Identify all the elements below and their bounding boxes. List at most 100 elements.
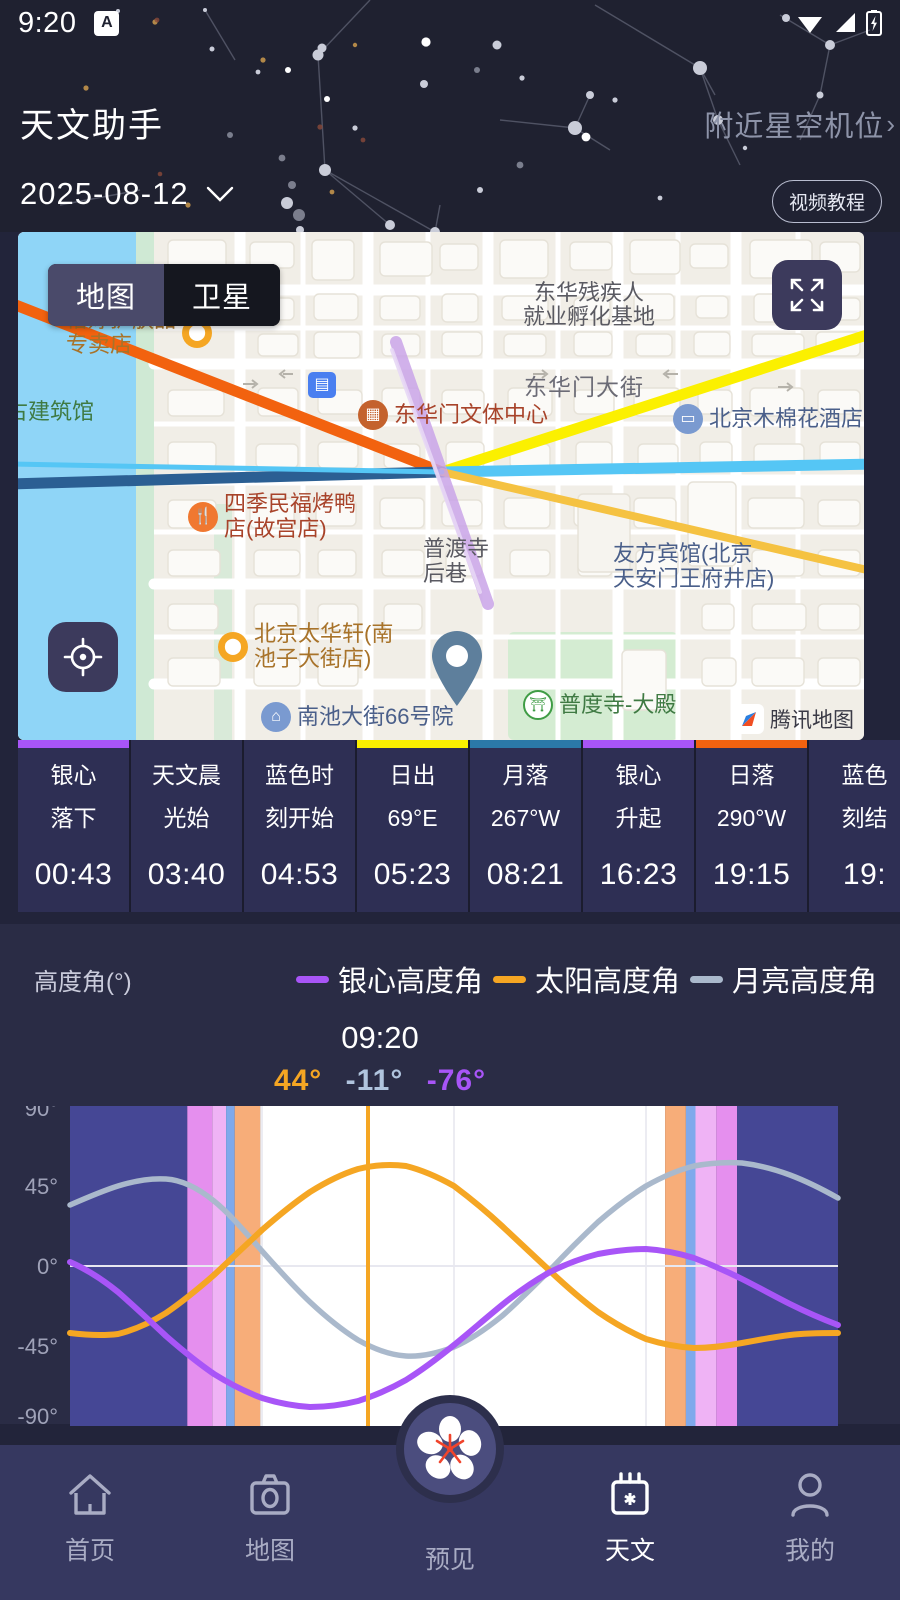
event-card-line2: 光始	[163, 805, 210, 831]
flower-icon	[417, 1416, 482, 1480]
legend-item-galactic: 银心高度角	[296, 958, 483, 1000]
bus-stop-icon: ▤	[308, 372, 336, 398]
nav-label-forecast: 预见	[424, 1546, 476, 1574]
nav-label-home: 首页	[64, 1537, 115, 1565]
event-card-color-bar	[131, 740, 242, 748]
poi-text: 普渡寺 后巷	[423, 536, 490, 586]
legend-swatch-galactic	[296, 975, 329, 983]
altitude-chart-plot[interactable]: 90° 45° 0° -45° -90°	[0, 1106, 900, 1426]
poi-label[interactable]: 友方宾馆(北京 天安门王府井店)	[613, 541, 775, 591]
event-card[interactable]: 日落 290°W 19:15	[696, 740, 809, 912]
poi-label[interactable]: 东华残疾人 就业孵化基地	[523, 256, 655, 330]
event-card[interactable]: 日出 69°E 05:23	[357, 740, 470, 912]
poi-label[interactable]: 古建筑馆	[18, 399, 94, 425]
event-card-time: 19:15	[712, 858, 791, 891]
nav-item-astronomy[interactable]: 天文	[540, 1445, 720, 1567]
poi-label[interactable]: ⛩ 普度寺-大殿	[523, 690, 676, 720]
location-pin	[432, 630, 482, 706]
map-view[interactable]: 怡婷护肤品 专卖店 ⬤ 古建筑馆 东华残疾人 就业孵化基地 东华门大街 ▦ 东华…	[18, 232, 864, 740]
event-card-line2: 267°W	[490, 805, 561, 831]
ytick-90: 90°	[25, 1106, 58, 1121]
poi-label[interactable]: 普渡寺 后巷	[423, 536, 490, 586]
event-card-line1: 日落	[728, 762, 775, 788]
chart-axis-title: 高度角(°)	[34, 969, 132, 996]
wifi-icon	[798, 17, 822, 33]
poi-text: 友方宾馆(北京 天安门王府井店)	[613, 541, 775, 591]
event-card-line1: 银心	[615, 762, 662, 788]
event-card-color-bar	[809, 740, 900, 748]
poi-label[interactable]: ⌂ 南池大街66号院	[261, 702, 453, 732]
video-tutorial-button[interactable]: 视频教程	[771, 180, 882, 223]
poi-label[interactable]: ⬤ 北京太华轩(南 池子大街店)	[218, 621, 393, 671]
cellular-signal-icon	[836, 13, 855, 32]
legend-label-sun: 太阳高度角	[535, 966, 681, 998]
event-card-time: 00:43	[34, 858, 113, 891]
battery-charging-icon	[866, 10, 882, 36]
status-bar-icons	[796, 10, 882, 36]
date-selector[interactable]: 2025-08-12	[20, 176, 235, 212]
poi-label[interactable]: ▭ 北京木棉花酒店	[673, 404, 863, 434]
hotel-icon: ▭	[673, 404, 703, 434]
event-card[interactable]: 蓝色时 刻开始 04:53	[244, 740, 357, 912]
poi-text: 普度寺-大殿	[559, 691, 677, 717]
event-card-line2: 升起	[615, 805, 662, 831]
nearby-spots-label: 附近星空机位	[704, 111, 885, 143]
nearby-spots-link[interactable]: 附近星空机位 ›	[704, 103, 896, 145]
map-attribution-label: 腾讯地图	[770, 709, 854, 732]
legend-swatch-moon	[690, 975, 724, 983]
camera-icon	[250, 1474, 290, 1515]
event-card-line1: 银心	[50, 762, 97, 788]
event-card-line2: 刻结	[841, 805, 888, 831]
poi-text: 东华门文体中心	[394, 401, 549, 427]
chevron-right-icon: ›	[886, 108, 896, 139]
culture-icon: ▦	[358, 400, 388, 430]
poi-text: 四季民福烤鸭 店(故宫店)	[224, 491, 357, 541]
nav-item-forecast-fab[interactable]	[396, 1395, 504, 1503]
current-value-moon: -11°	[345, 1064, 404, 1097]
ytick-45: 45°	[25, 1174, 58, 1199]
status-bar: 9:20 A	[0, 0, 900, 46]
page-title: 天文助手	[20, 107, 164, 145]
map-type-satellite[interactable]: 卫星	[164, 264, 281, 326]
nav-item-home[interactable]: 首页	[0, 1445, 180, 1567]
street-label: 东华门大街	[524, 374, 644, 400]
nav-label-profile: 我的	[784, 1537, 835, 1565]
event-card-time: 05:23	[373, 858, 452, 891]
tencent-map-icon	[734, 704, 764, 734]
nav-label-map: 地图	[244, 1537, 295, 1565]
event-card-line2: 刻开始	[265, 805, 334, 831]
ytick-neg45: -45°	[17, 1334, 58, 1359]
poi-label[interactable]: ▦ 东华门文体中心	[358, 400, 548, 430]
event-card[interactable]: 银心 落下 00:43	[18, 740, 131, 912]
fullscreen-icon[interactable]	[772, 260, 842, 330]
ytick-0: 0°	[37, 1254, 58, 1279]
event-card-color-bar	[244, 740, 355, 748]
map-type-toggle[interactable]: 地图 卫星	[48, 264, 281, 326]
poi-text: 北京木棉花酒店	[709, 405, 864, 431]
home-icon: ⌂	[261, 702, 291, 732]
event-card-line1: 蓝色时	[265, 762, 334, 788]
legend-swatch-sun	[493, 975, 527, 983]
altitude-chart-section: 高度角(°) 银心高度角 太阳高度角 月亮高度角 09:20 44° -11° …	[0, 924, 900, 1426]
poi-label[interactable]: 🍴 四季民福烤鸭 店(故宫店)	[188, 491, 357, 541]
crosshair-icon[interactable]	[48, 622, 118, 692]
event-card[interactable]: 天文晨 光始 03:40	[131, 740, 244, 912]
event-card[interactable]: 蓝色 刻结 19:	[809, 740, 900, 912]
event-cards-strip[interactable]: 银心 落下 00:43 天文晨 光始 03:40 蓝色时 刻开始 04:53 日…	[0, 740, 900, 912]
event-card-color-bar	[583, 740, 694, 748]
event-card[interactable]: 银心 升起 16:23	[583, 740, 696, 912]
event-card-time: 03:40	[147, 858, 226, 891]
calendar-icon	[611, 1472, 649, 1515]
nav-item-profile[interactable]: 我的	[720, 1445, 900, 1567]
event-card-color-bar	[696, 740, 807, 748]
event-card-line2: 290°W	[716, 805, 787, 831]
status-bar-app-badge: A	[94, 10, 120, 36]
event-card[interactable]: 月落 267°W 08:21	[470, 740, 583, 912]
nav-item-map[interactable]: 地图	[180, 1445, 360, 1567]
map-type-map[interactable]: 地图	[48, 264, 165, 326]
legend-label-moon: 月亮高度角	[732, 966, 878, 998]
starfield-background	[0, 0, 900, 232]
legend-item-sun: 太阳高度角	[493, 958, 680, 1000]
poi-text: 南池大街66号院	[297, 703, 454, 729]
